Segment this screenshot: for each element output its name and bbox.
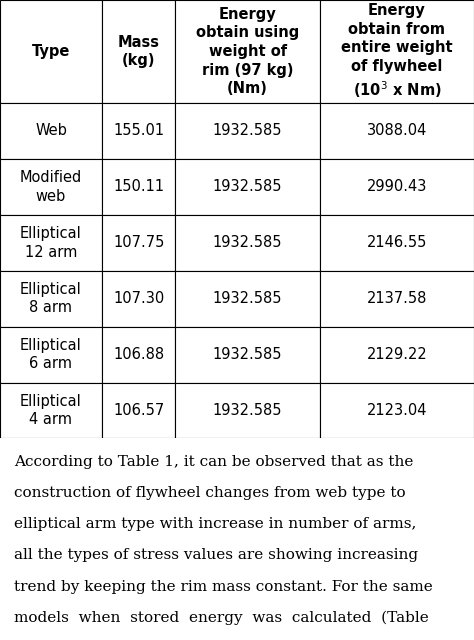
Bar [320,0,474,103]
Bar [102,271,175,326]
Text: Web: Web [35,124,67,138]
Text: 2990.43: 2990.43 [367,179,427,195]
Bar [0,215,102,271]
Bar [320,271,474,326]
Bar [102,159,175,215]
Bar [0,326,102,383]
Bar [0,0,102,103]
Bar [102,326,175,383]
Text: construction of flywheel changes from web type to: construction of flywheel changes from we… [14,486,406,500]
Text: 3088.04: 3088.04 [367,124,427,138]
Text: trend by keeping the rim mass constant. For the same: trend by keeping the rim mass constant. … [14,580,433,593]
Text: Energy
obtain from
entire weight
of flywheel
(10$^3$ x Nm): Energy obtain from entire weight of flyw… [341,3,453,100]
Text: 1932.585: 1932.585 [213,124,283,138]
Text: Type: Type [32,44,70,59]
Bar [102,0,175,103]
Text: Energy
obtain using
weight of
rim (97 kg)
(Nm): Energy obtain using weight of rim (97 kg… [196,7,299,96]
Text: models  when  stored  energy  was  calculated  (Table: models when stored energy was calculated… [14,611,429,625]
Text: Elliptical
12 arm: Elliptical 12 arm [20,226,82,260]
Bar [175,383,320,438]
Bar [102,383,175,438]
Text: 107.30: 107.30 [113,291,164,306]
Text: 1932.585: 1932.585 [213,347,283,362]
Text: 150.11: 150.11 [113,179,164,195]
Bar [175,103,320,159]
Text: Elliptical
4 arm: Elliptical 4 arm [20,394,82,428]
Text: 106.88: 106.88 [113,347,164,362]
Text: 2137.58: 2137.58 [367,291,427,306]
Bar [320,159,474,215]
Bar [0,159,102,215]
Bar [175,271,320,326]
Bar [320,326,474,383]
Text: 107.75: 107.75 [113,236,164,250]
Text: 106.57: 106.57 [113,403,164,418]
Text: 155.01: 155.01 [113,124,164,138]
Text: According to Table 1, it can be observed that as the: According to Table 1, it can be observed… [14,454,414,468]
Bar [175,0,320,103]
Bar [320,215,474,271]
Bar [175,159,320,215]
Text: Elliptical
6 arm: Elliptical 6 arm [20,338,82,371]
Text: 2129.22: 2129.22 [366,347,428,362]
Bar [0,383,102,438]
Text: 1932.585: 1932.585 [213,179,283,195]
Text: all the types of stress values are showing increasing: all the types of stress values are showi… [14,548,419,563]
Bar [320,383,474,438]
Bar [0,271,102,326]
Text: 1932.585: 1932.585 [213,403,283,418]
Bar [320,103,474,159]
Bar [175,215,320,271]
Text: elliptical arm type with increase in number of arms,: elliptical arm type with increase in num… [14,517,417,531]
Text: Elliptical
8 arm: Elliptical 8 arm [20,282,82,316]
Bar [102,103,175,159]
Text: 2123.04: 2123.04 [367,403,427,418]
Bar [0,103,102,159]
Text: 1932.585: 1932.585 [213,291,283,306]
Bar [102,215,175,271]
Text: Mass
(kg): Mass (kg) [118,35,160,68]
Bar [175,326,320,383]
Text: Modified
web: Modified web [20,170,82,204]
Text: 1932.585: 1932.585 [213,236,283,250]
Text: 2146.55: 2146.55 [367,236,427,250]
